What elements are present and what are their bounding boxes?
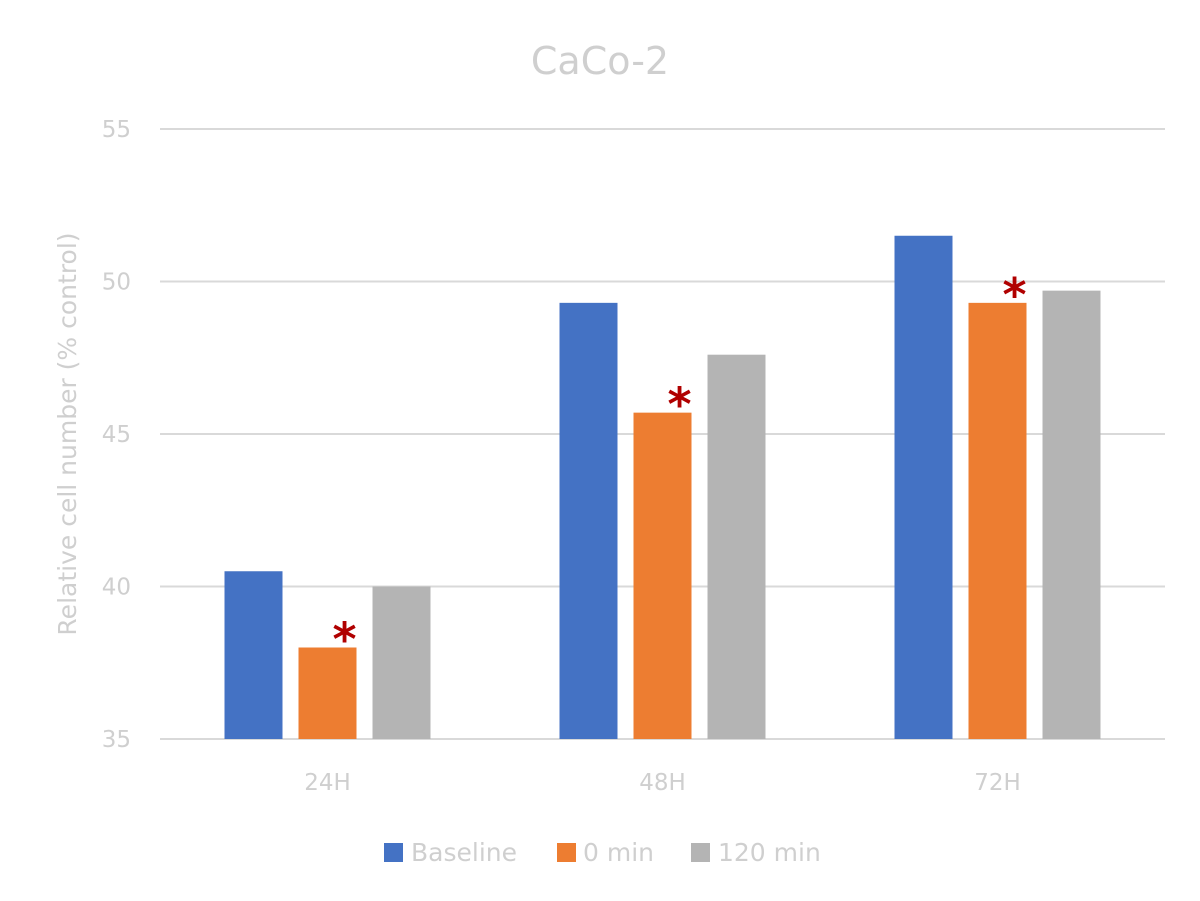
y-tick-label: 35 <box>102 727 131 753</box>
legend-swatch-120-min <box>691 843 710 862</box>
bar-baseline-48h <box>559 302 618 739</box>
bar-120-min-24h <box>372 586 431 739</box>
x-axis-ticks: 24H 48H 72H <box>304 770 1021 796</box>
significance-marker: * <box>1002 268 1026 322</box>
bar-120-min-72h <box>1042 290 1101 739</box>
bars <box>224 235 1101 739</box>
chart-title: CaCo-2 <box>531 39 669 83</box>
x-tick-label: 72H <box>974 770 1021 796</box>
y-axis-ticks: 35 40 45 50 55 <box>102 117 131 753</box>
legend-label: 0 min <box>583 838 654 867</box>
y-tick-label: 55 <box>102 117 131 143</box>
y-axis-label: Relative cell number (% control) <box>53 232 82 635</box>
x-tick-label: 48H <box>639 770 686 796</box>
legend: Baseline 0 min 120 min <box>384 838 821 867</box>
bar-0-min-72h <box>968 302 1027 739</box>
bar-0-min-48h <box>633 412 692 739</box>
x-tick-label: 24H <box>304 770 351 796</box>
bar-baseline-72h <box>894 235 953 739</box>
legend-label: 120 min <box>718 838 821 867</box>
significance-marker: * <box>667 378 691 432</box>
annotations: * * * <box>332 268 1026 667</box>
legend-label: Baseline <box>411 838 517 867</box>
significance-marker: * <box>332 613 356 667</box>
y-tick-label: 45 <box>102 422 131 448</box>
y-tick-label: 40 <box>102 575 131 601</box>
y-tick-label: 50 <box>102 270 131 296</box>
legend-swatch-0-min <box>557 843 576 862</box>
bar-0-min-24h <box>298 647 357 739</box>
bar-120-min-48h <box>707 354 766 739</box>
legend-swatch-baseline <box>384 843 403 862</box>
bar-baseline-24h <box>224 571 283 739</box>
